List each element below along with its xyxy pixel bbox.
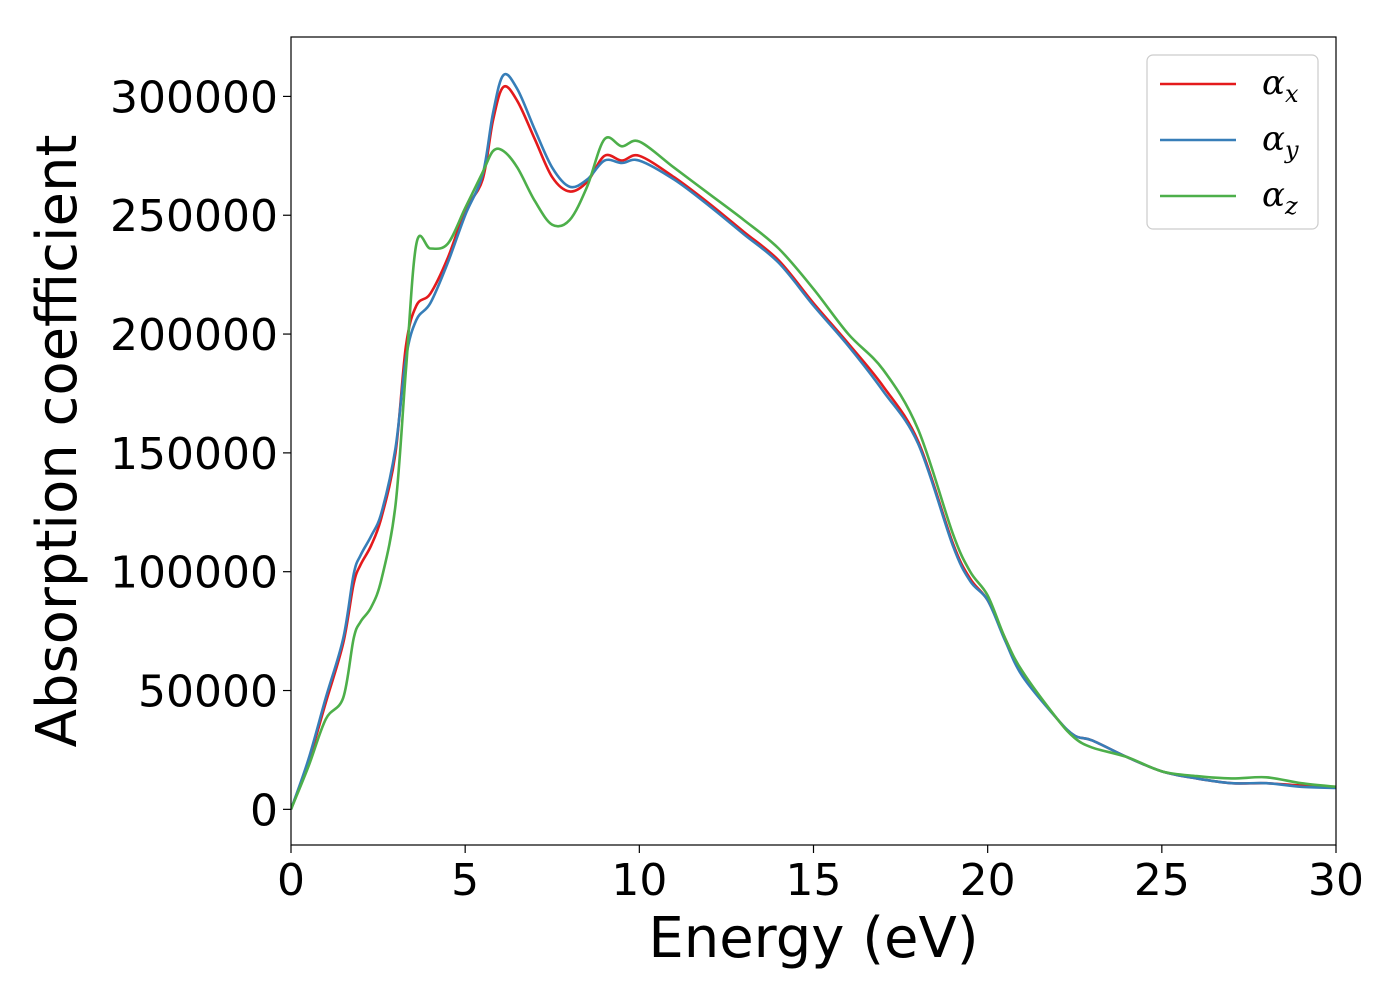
y-axis-label: Absorption coefficient xyxy=(25,135,90,748)
x-tick-label: 20 xyxy=(960,855,1016,906)
legend-entry-x: αx xyxy=(1262,63,1299,108)
x-tick-label: 30 xyxy=(1308,855,1364,906)
y-tick-label: 200000 xyxy=(110,310,278,361)
legend: αx αy αz xyxy=(1146,54,1319,230)
y-tick-label: 300000 xyxy=(110,72,278,123)
series-layer xyxy=(291,72,1336,810)
legend-box xyxy=(1146,54,1319,230)
series-line-z xyxy=(291,136,1336,810)
x-axis-label: Energy (eV) xyxy=(648,906,978,971)
series-line-y xyxy=(291,72,1336,810)
x-tick-label: 5 xyxy=(451,855,479,906)
x-tick-label: 25 xyxy=(1134,855,1190,906)
legend-entry-y: αy xyxy=(1262,119,1299,164)
x-tick-label: 15 xyxy=(786,855,842,906)
x-tick-label: 0 xyxy=(277,855,305,906)
x-tick-label: 10 xyxy=(611,855,667,906)
y-axis: 0 50000 100000 150000 200000 250000 300000 xyxy=(110,72,291,836)
y-tick-label: 0 xyxy=(250,785,278,836)
y-tick-label: 150000 xyxy=(110,429,278,480)
x-axis: 0 5 10 15 20 25 30 xyxy=(277,845,1364,906)
y-tick-label: 100000 xyxy=(110,548,278,599)
y-tick-label: 250000 xyxy=(110,191,278,242)
y-tick-label: 50000 xyxy=(138,667,278,718)
legend-entry-z: αz xyxy=(1262,175,1298,220)
